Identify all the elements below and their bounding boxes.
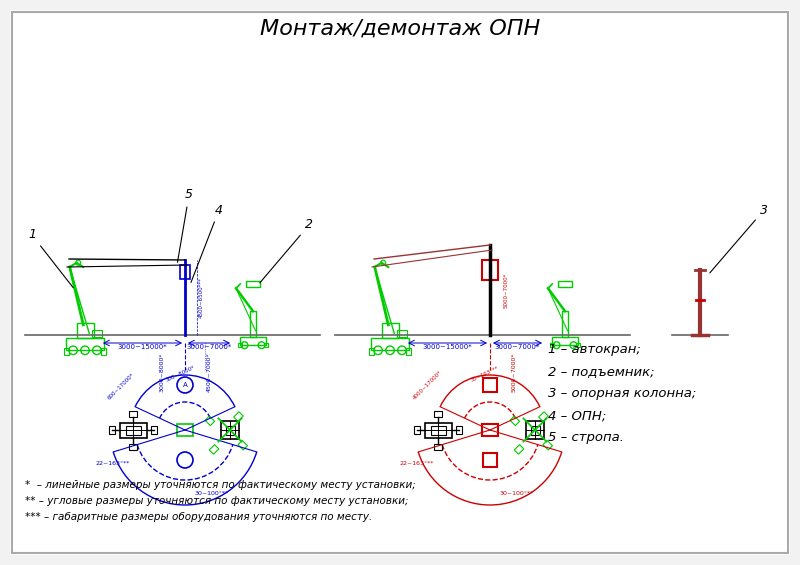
Bar — [180, 265, 190, 279]
Bar — [264, 342, 268, 347]
Text: 3000~8000*: 3000~8000* — [160, 353, 165, 392]
Bar — [77, 323, 94, 338]
Text: 3000~7000*: 3000~7000* — [495, 344, 540, 350]
Bar — [238, 441, 247, 450]
Text: 2: 2 — [260, 219, 313, 283]
Bar — [126, 425, 141, 434]
Bar — [552, 337, 578, 345]
Text: 3 – опорная колонна;: 3 – опорная колонна; — [548, 388, 696, 401]
Bar — [101, 347, 106, 355]
Bar — [456, 426, 462, 434]
Bar — [558, 281, 572, 288]
Text: 3000~7000*: 3000~7000* — [186, 344, 232, 350]
Text: 5000~7000*: 5000~7000* — [512, 353, 517, 392]
Text: 4 – ОПН;: 4 – ОПН; — [548, 410, 606, 423]
Bar — [64, 347, 69, 355]
Bar — [246, 281, 260, 288]
Bar — [130, 444, 137, 450]
Text: 3000~15000*: 3000~15000* — [118, 344, 167, 350]
Text: 1 – автокран;: 1 – автокран; — [548, 344, 641, 357]
Bar — [550, 342, 554, 347]
Bar — [371, 338, 409, 350]
Bar — [538, 412, 548, 421]
Text: 1: 1 — [28, 228, 74, 288]
Bar — [250, 311, 256, 337]
Text: *  – линейные размеры уточняются по фактическому месту установки;: * – линейные размеры уточняются по факти… — [25, 480, 416, 490]
Text: 5000~7000*: 5000~7000* — [504, 272, 509, 308]
Bar — [382, 323, 398, 338]
Text: *** – габаритные размеры оборудования уточняются по месту.: *** – габаритные размеры оборудования ут… — [25, 512, 372, 522]
Bar — [240, 337, 266, 345]
Bar — [210, 445, 219, 454]
Bar — [483, 453, 497, 467]
Text: 4000~17000*: 4000~17000* — [412, 370, 443, 401]
Bar — [530, 425, 539, 434]
Bar — [226, 425, 234, 434]
Text: 5 – стропа.: 5 – стропа. — [548, 432, 624, 445]
Text: A: A — [182, 382, 187, 388]
Text: 5: 5 — [178, 189, 193, 262]
Text: 2 – подъемник;: 2 – подъемник; — [548, 366, 654, 379]
Text: 30~100°**: 30~100°** — [500, 491, 534, 496]
Bar — [543, 441, 553, 450]
Bar — [576, 342, 580, 347]
Text: 4500~6500***: 4500~6500*** — [199, 277, 204, 318]
Text: 4: 4 — [191, 203, 223, 282]
Bar — [119, 423, 146, 437]
Bar — [151, 426, 157, 434]
Bar — [177, 424, 193, 436]
Bar — [238, 342, 242, 347]
Bar — [434, 411, 442, 416]
Text: 4500~7000*: 4500~7000* — [207, 353, 212, 392]
Bar — [425, 423, 451, 437]
Text: 3000~15000*: 3000~15000* — [422, 344, 472, 350]
Bar — [234, 412, 243, 421]
Text: 600~17000*: 600~17000* — [107, 372, 135, 401]
Text: 22~163°**: 22~163°** — [95, 461, 130, 466]
Text: 35~163°**: 35~163°** — [470, 366, 500, 383]
Text: 22~163°**: 22~163°** — [400, 461, 434, 466]
Text: ** – угловые размеры уточняются по фактическому месту установки;: ** – угловые размеры уточняются по факти… — [25, 496, 409, 506]
Bar — [221, 421, 239, 439]
Bar — [562, 311, 568, 337]
Bar — [369, 347, 374, 355]
Bar — [482, 260, 498, 280]
Bar — [510, 416, 519, 425]
Bar — [406, 347, 411, 355]
Bar — [414, 426, 420, 434]
Bar — [482, 424, 498, 436]
Bar — [526, 421, 544, 439]
Bar — [130, 411, 137, 416]
Bar — [397, 330, 407, 337]
Bar — [483, 378, 497, 392]
Bar — [66, 338, 104, 350]
Bar — [109, 426, 115, 434]
Bar — [434, 444, 442, 450]
Bar — [514, 445, 524, 454]
Text: 30~100°**: 30~100°** — [195, 491, 229, 496]
Bar — [205, 416, 214, 425]
Bar — [92, 330, 102, 337]
Text: 3: 3 — [710, 203, 768, 273]
Text: Монтаж/демонтаж ОПН: Монтаж/демонтаж ОПН — [260, 19, 540, 39]
Bar — [430, 425, 446, 434]
Text: 300~8000*: 300~8000* — [165, 365, 196, 383]
